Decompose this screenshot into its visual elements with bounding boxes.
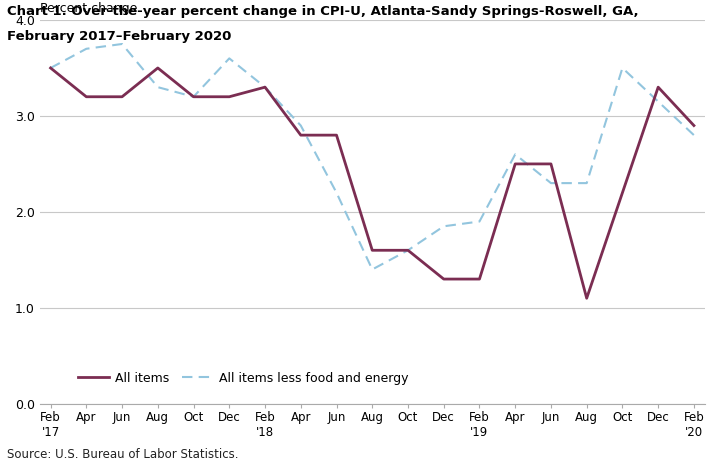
All items — [225, 94, 234, 100]
All items — [404, 248, 412, 253]
All items less food and energy — [475, 219, 484, 224]
Legend: All items, All items less food and energy: All items, All items less food and energ… — [73, 367, 414, 390]
All items — [296, 132, 305, 138]
All items — [618, 190, 627, 195]
All items less food and energy — [583, 180, 591, 186]
All items — [368, 248, 376, 253]
All items — [46, 65, 55, 71]
All items — [82, 94, 91, 100]
All items less food and energy — [118, 41, 126, 47]
All items less food and energy — [225, 56, 234, 61]
All items less food and energy — [332, 190, 341, 195]
All items — [475, 276, 484, 282]
All items less food and energy — [689, 132, 698, 138]
All items — [189, 94, 198, 100]
Text: Percent change: Percent change — [40, 2, 137, 15]
All items — [654, 84, 663, 90]
Text: Chart 1. Over-the-year percent change in CPI-U, Atlanta-Sandy Springs-Roswell, G: Chart 1. Over-the-year percent change in… — [7, 5, 639, 18]
All items — [154, 65, 162, 71]
All items less food and energy — [404, 248, 412, 253]
All items — [118, 94, 126, 100]
All items less food and energy — [654, 99, 663, 104]
Line: All items less food and energy: All items less food and energy — [50, 44, 694, 269]
All items less food and energy — [46, 65, 55, 71]
All items less food and energy — [368, 267, 376, 272]
All items less food and energy — [547, 180, 555, 186]
All items — [261, 84, 270, 90]
All items — [547, 161, 555, 167]
Text: February 2017–February 2020: February 2017–February 2020 — [7, 30, 231, 43]
All items less food and energy — [154, 84, 162, 90]
All items — [511, 161, 520, 167]
All items less food and energy — [618, 65, 627, 71]
All items less food and energy — [189, 94, 198, 100]
All items — [689, 123, 698, 128]
All items — [439, 276, 448, 282]
All items less food and energy — [439, 224, 448, 229]
Text: Source: U.S. Bureau of Labor Statistics.: Source: U.S. Bureau of Labor Statistics. — [7, 448, 239, 461]
All items less food and energy — [296, 123, 305, 128]
All items less food and energy — [511, 151, 520, 157]
All items — [583, 295, 591, 301]
All items less food and energy — [82, 46, 91, 51]
All items less food and energy — [261, 84, 270, 90]
Line: All items: All items — [50, 68, 694, 298]
All items — [332, 132, 341, 138]
